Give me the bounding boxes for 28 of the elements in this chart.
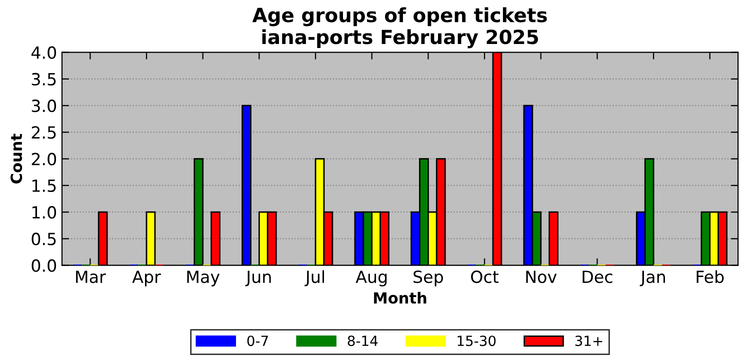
x-tick-label: Feb xyxy=(696,270,724,284)
y-tick-label: 2.0 xyxy=(32,152,56,166)
x-tick-label: Nov xyxy=(526,270,557,284)
legend-label: 31+ xyxy=(575,336,602,346)
x-tick-label: Aug xyxy=(356,270,387,286)
x-tick-label: Sep xyxy=(414,270,443,286)
y-tick-label: 2.5 xyxy=(32,126,56,139)
legend-label: 0-7 xyxy=(247,336,268,346)
x-axis-title: Month xyxy=(374,292,426,304)
y-tick-label: 4.0 xyxy=(31,46,56,59)
x-tick-label: Mar xyxy=(76,270,106,284)
x-tick-label: Dec xyxy=(582,270,612,284)
legend-label: 15-30 xyxy=(458,336,496,346)
y-tick-label: 3.0 xyxy=(32,100,56,112)
x-tick-label: Jan xyxy=(640,270,665,286)
legend-label: 8-14 xyxy=(348,336,378,346)
y-tick-label: 0.0 xyxy=(32,259,56,272)
y-axis-title: Count xyxy=(10,134,22,184)
x-tick-label: Jun xyxy=(245,270,271,286)
chart-title: Age groups of open tickets iana-ports February 2025 xyxy=(252,7,547,48)
x-tick-label: May xyxy=(187,270,220,286)
x-tick-label: Apr xyxy=(132,270,161,286)
y-tick-label: 3.5 xyxy=(32,72,56,86)
y-tick-label: 0.5 xyxy=(32,232,56,246)
y-tick-label: 1.5 xyxy=(32,180,56,192)
x-tick-label: Jul xyxy=(304,270,324,286)
x-tick-label: Oct xyxy=(471,270,499,284)
y-tick-label: 1.0 xyxy=(32,206,56,219)
